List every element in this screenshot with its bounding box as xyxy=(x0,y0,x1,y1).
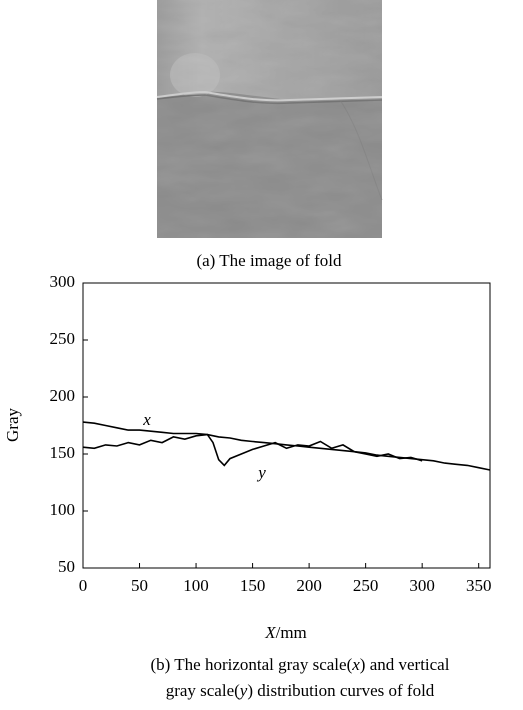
plot-frame xyxy=(82,282,491,569)
x-tick-label: 350 xyxy=(466,576,492,595)
x-tick-label: 100 xyxy=(183,576,209,595)
y-tick-label: 200 xyxy=(50,386,76,405)
y-axis-label: Gray xyxy=(3,408,22,442)
caption-b: (b) The horizontal gray scale(x) and ver… xyxy=(151,655,450,674)
fold-image xyxy=(156,0,383,238)
caption-a: (a) The image of fold xyxy=(196,251,342,270)
x-tick-label: 250 xyxy=(353,576,379,595)
x-tick-label: 200 xyxy=(296,576,322,595)
caption-b: gray scale(y) distribution curves of fol… xyxy=(166,681,435,700)
data-line xyxy=(82,421,491,471)
x-tick-label: 50 xyxy=(131,576,148,595)
y-tick-label: 50 xyxy=(58,557,75,576)
series-label: y xyxy=(256,463,266,482)
y-tick-label: 300 xyxy=(50,272,76,291)
x-axis-label: X/mm xyxy=(264,623,307,642)
y-tick-label: 100 xyxy=(50,500,76,519)
series-label: x xyxy=(142,410,151,429)
x-tick-label: 300 xyxy=(409,576,435,595)
y-tick-label: 250 xyxy=(50,329,76,348)
data-line xyxy=(82,433,423,467)
x-tick-label: 0 xyxy=(79,576,88,595)
y-tick-label: 150 xyxy=(50,443,76,462)
x-tick-label: 150 xyxy=(240,576,266,595)
